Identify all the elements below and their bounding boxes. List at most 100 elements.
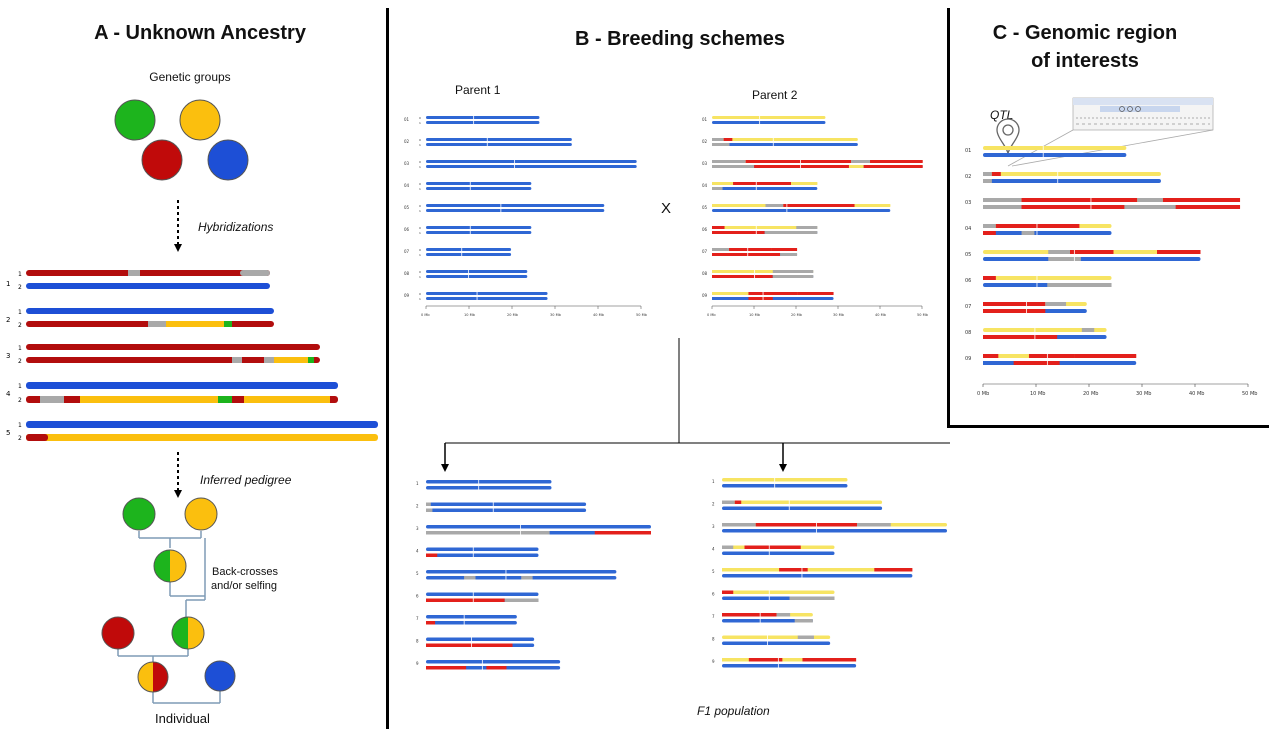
haplotype-segment [722,658,729,662]
haplotype-segment [1021,205,1125,209]
haplotype-segment [1081,328,1095,332]
haplotype-segment [797,292,834,295]
haplotype-bar [426,116,540,119]
axis-tick-label: 0 Mb [707,313,716,317]
haplotype-bar [426,187,532,190]
haplotype-bar [426,182,532,185]
chromosome-label: 1 [419,253,421,257]
haplotype-bar [426,209,605,212]
chromosome-id: 09 [404,293,410,298]
chromosome-number: 4 [712,547,715,552]
haplotype-bar [712,143,858,146]
axis-tick-label: 30 Mb [1136,391,1151,397]
haplotype-bar [426,592,539,596]
panel-c-graphics: 01 02 03 04 05 06 07 08 09 0 Mb 10 Mb 20 Mb 30 Mb 40 … [965,97,1257,397]
haplotype-segment [754,165,849,168]
haplotype-segment [1157,250,1201,254]
chromosome-number: 9 [712,659,715,664]
haplotype-segment [797,635,814,639]
haplotype-segment [504,598,539,602]
pedigree-orange [184,497,218,531]
haplotype-bar [722,619,813,623]
chromosome-number: 1 [416,481,419,486]
panel-a-title: A - Unknown Ancestry [94,22,306,44]
hybridization-arrow-head [174,244,182,252]
chromosome-number: 5 [416,571,419,576]
chromosome-number: 3 [712,524,715,529]
panel-c-chromosomes: 01 02 03 04 05 06 07 08 09 0 Mb 10 Mb 20 Mb 30 Mb 40 … [965,146,1257,397]
pedigree-tree [117,531,221,704]
chromosome-id: 01 [702,117,708,122]
haplotype-segment [789,596,835,600]
chromosome-id: 08 [702,271,708,276]
haplotype-bar [426,270,528,273]
haplotype-segment [426,621,436,625]
pedigree-blue [204,660,236,692]
haplotype-bar [722,641,831,645]
haplotype-segment [1045,302,1067,306]
chromosome-number: 9 [416,661,419,666]
haplotype-bar [712,116,826,119]
haplotype-segment [729,248,772,251]
axis-tick-label: 50 Mb [636,313,648,317]
chr-number: 4 [6,390,11,398]
haplotype-segment [863,165,923,168]
haplotype-bar [426,253,512,256]
haplotype-bar [426,480,552,484]
haplotype-segment [870,160,923,163]
haplotype-bar [426,615,517,619]
haplotype-segment [712,143,730,146]
haplotype-bar [722,664,857,668]
haplotype-segment [712,138,724,141]
chromosome-id: 09 [702,293,708,298]
chromosome-id: 02 [702,139,708,144]
haplotype-segment [712,297,749,300]
chromosome-id: 04 [404,183,410,188]
axis-tick-label: 50 Mb [917,313,929,317]
chromosome-label: 1 [419,231,421,235]
haplotype-segment [722,568,761,572]
individual-label: Individual [155,711,210,726]
haplotype-bar [722,500,883,504]
pedigree-individual [137,661,169,693]
chromosome-label: 0 [419,248,421,252]
parent2-karyotype: 01 02 03 04 05 06 07 08 09 0 Mb 10 Mb 20 Mb 30 Mb 40 … [702,116,929,317]
haplotype-bar [426,508,587,512]
chromosome-id: 09 [965,356,971,362]
chromosome-id: 06 [404,227,410,232]
pedigree-green-orange-right [170,550,186,582]
haplotype-segment [733,182,792,185]
haplotype-bar [426,297,548,300]
haplotype-number: 2 [18,358,22,365]
chr-number: 2 [6,316,10,324]
haplotype-segment [712,165,755,168]
haplotype-bar [426,165,637,168]
haplotype-bar [722,529,947,533]
haplotype-segment [983,224,996,228]
haplotype-segment [748,658,783,662]
pedigree-green-orange-2 [171,616,205,650]
cross-symbol: X [661,200,672,217]
chromosome-id: 02 [965,174,971,180]
haplotype-segment [802,658,857,662]
haplotype-segment [779,568,808,572]
backcross-label-line2: and/or selfing [211,580,278,592]
haplotype-bar [426,226,532,229]
haplotype-number: 1 [18,345,22,352]
haplotype-bar [426,160,637,163]
chromosome-number: 2 [712,502,715,507]
chromosome-id: 06 [702,227,708,232]
haplotype-segment [1047,283,1112,287]
haplotype-segment [983,172,992,176]
haplotype-segment [772,270,814,273]
haplotype-segment [722,545,734,549]
chromosome-label: 0 [419,160,421,164]
chromosome-number: 5 [712,569,715,574]
haplotype-bar [722,590,835,594]
haplotype-number: 2 [18,397,22,404]
haplotype-bar [426,570,617,574]
haplotype-segment [734,500,742,504]
haplotype-segment [712,204,766,207]
